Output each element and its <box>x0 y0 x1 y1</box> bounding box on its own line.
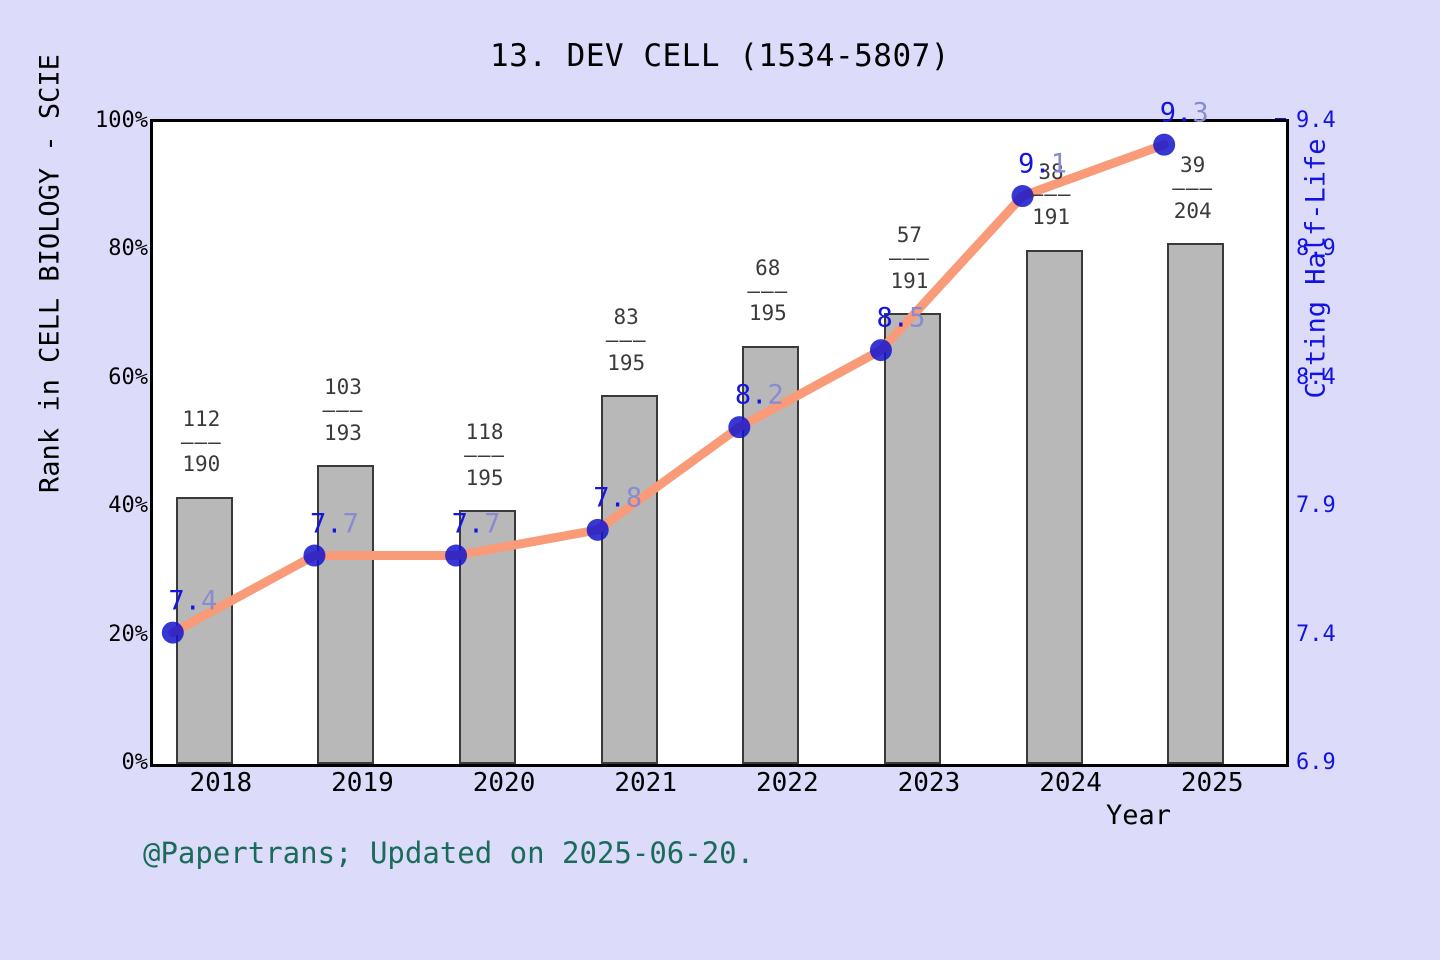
y-axis-left-tick: 40% <box>108 493 148 519</box>
x-axis-tick-2019: 2019 <box>331 768 394 798</box>
bar-2023 <box>883 313 941 764</box>
y-axis-right-tick: 8.4 <box>1296 364 1336 390</box>
y-axis-right-tick: 7.4 <box>1296 621 1336 647</box>
plot-inner <box>153 122 1286 764</box>
y-axis-left-tick: 0% <box>121 750 149 775</box>
y-axis-right-tick: 6.9 <box>1296 750 1336 775</box>
x-axis-tick-2023: 2023 <box>897 768 961 798</box>
bar-2019 <box>317 465 375 764</box>
bar-2018 <box>175 496 233 764</box>
bar-2025 <box>1167 243 1225 764</box>
x-axis-tick-2018: 2018 <box>189 768 253 798</box>
y-axis-left-tick: 20% <box>108 621 148 647</box>
footer-credit: @Papertrans; Updated on 2025-06-20. <box>143 836 755 870</box>
y-axis-right-tick: 7.9 <box>1296 493 1336 519</box>
y-axis-left-tick: 100% <box>95 108 148 133</box>
y-axis-right-tick: 9.4 <box>1296 108 1336 133</box>
x-axis-tick-2022: 2022 <box>756 768 819 798</box>
y-axis-right-tick: 8.9 <box>1296 236 1336 262</box>
bar-2024 <box>1025 249 1083 764</box>
x-axis-tick-2020: 2020 <box>472 768 536 798</box>
x-axis-tick-2021: 2021 <box>614 768 677 798</box>
x-axis-label: Year <box>1106 800 1172 831</box>
x-axis-tick-2025: 2025 <box>1180 768 1244 798</box>
bar-2022 <box>742 346 800 764</box>
bar-2021 <box>600 395 658 764</box>
bar-2020 <box>459 510 517 764</box>
x-axis-tick-2024: 2024 <box>1039 768 1102 798</box>
plot-area <box>150 119 1289 767</box>
y-axis-left-label: Rank in CELL BIOLOGY - SCIE <box>34 54 66 493</box>
y-axis-left-tick: 80% <box>108 236 148 262</box>
chart-title: 13. DEV CELL (1534-5807) <box>490 38 950 74</box>
y-axis-left-tick: 60% <box>108 364 148 390</box>
